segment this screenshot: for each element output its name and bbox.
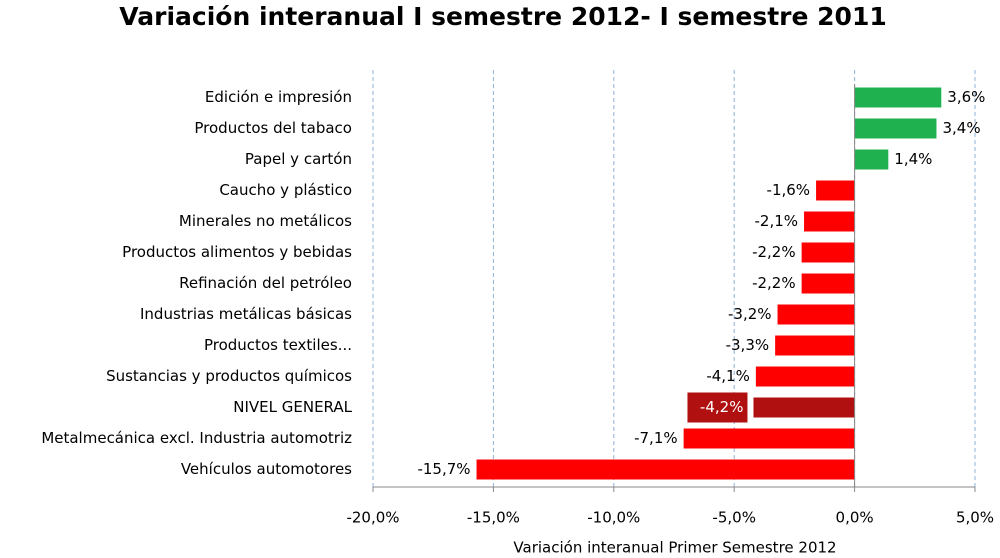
chart-title: Variación interanual I semestre 2012- I … [119, 2, 886, 31]
value-label: -2,1% [755, 212, 799, 230]
x-tick-label: 0,0% [836, 509, 874, 527]
bar [683, 428, 855, 449]
x-tick-label: -10,0% [587, 509, 640, 527]
x-tick-label: -20,0% [346, 509, 399, 527]
bar [854, 118, 937, 139]
bar [476, 459, 855, 480]
bar [801, 242, 855, 263]
bar [854, 87, 942, 108]
bar [775, 335, 855, 356]
value-label: -2,2% [752, 243, 796, 261]
value-label: -7,1% [634, 429, 678, 447]
y-tick-label: Caucho y plástico [219, 181, 352, 199]
value-label: -15,7% [417, 460, 470, 478]
bar [854, 149, 889, 170]
bar [801, 273, 855, 294]
label-box [687, 392, 748, 423]
bar [777, 304, 855, 325]
y-tick-label: Edición e impresión [205, 88, 352, 106]
x-tick-label: -15,0% [467, 509, 520, 527]
value-label: -3,3% [726, 336, 770, 354]
x-tick-label: -5,0% [712, 509, 756, 527]
value-label: -4,2% [700, 398, 744, 416]
bar [804, 211, 855, 232]
y-tick-label: Minerales no metálicos [179, 212, 352, 230]
value-label: -3,2% [728, 305, 772, 323]
y-tick-label: Metalmecánica excl. Industria automotriz [41, 429, 352, 447]
value-label: 3,4% [942, 119, 980, 137]
bar [755, 366, 855, 387]
y-tick-label: Refinación del petróleo [179, 274, 352, 292]
y-tick-label: NIVEL GENERAL [233, 398, 352, 416]
y-tick-label: Productos alimentos y bebidas [122, 243, 352, 261]
bar [816, 180, 855, 201]
x-tick-label: 5,0% [956, 509, 994, 527]
y-tick-label: Papel y cartón [245, 150, 352, 168]
value-label: 1,4% [894, 150, 932, 168]
y-tick-label: Productos del tabaco [194, 119, 352, 137]
y-tick-label: Sustancias y productos químicos [106, 367, 352, 385]
x-axis-label: Variación interanual Primer Semestre 201… [513, 539, 836, 557]
y-tick-label: Productos textiles... [204, 336, 352, 354]
value-label: -2,2% [752, 274, 796, 292]
value-label: 3,6% [947, 88, 985, 106]
y-tick-label: Vehículos automotores [181, 460, 352, 478]
y-tick-label: Industrias metálicas básicas [140, 305, 352, 323]
value-label: -1,6% [767, 181, 811, 199]
value-label: -4,1% [706, 367, 750, 385]
bar [753, 397, 855, 418]
